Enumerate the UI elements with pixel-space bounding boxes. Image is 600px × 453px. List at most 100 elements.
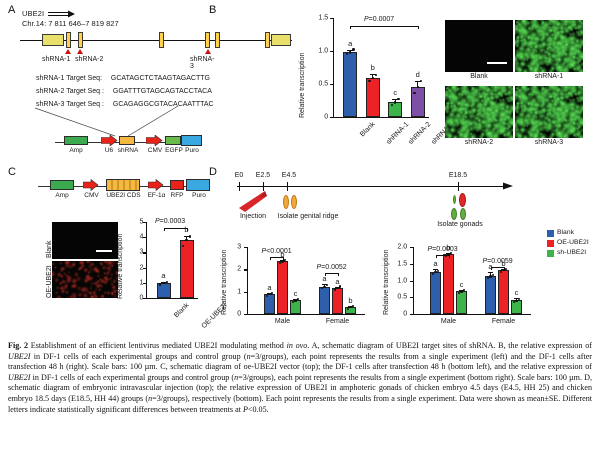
exon-1 <box>42 34 64 46</box>
oe-vector-element-puro <box>186 179 210 191</box>
data-point <box>463 289 466 292</box>
bar-male-blank <box>264 294 275 314</box>
panel-b: B Relative transcription 0 0.5 1.0 1.5 a Blan… <box>205 0 600 162</box>
data-point <box>326 284 329 287</box>
p-value-bracket <box>435 255 449 256</box>
panel-d: D E0 E2.5 E4.5 E18.5 Injection Isolate g… <box>205 162 600 337</box>
data-point <box>268 293 271 296</box>
shrna-2-marker-icon <box>77 49 83 54</box>
y-tick-label: 1 <box>237 288 242 296</box>
x-tick-label-blank: Blank <box>172 302 190 320</box>
micrograph-shrna-3 <box>515 86 583 138</box>
y-axis-title: Relative transcription <box>299 52 306 118</box>
data-point <box>502 269 505 272</box>
timeline-annotation-isolate-gonads: Isolate gonads <box>437 221 483 228</box>
vector-label-egfp: EGFP <box>165 147 183 154</box>
y-tick-label: 0 <box>403 310 408 318</box>
panel-c-letter: C <box>8 166 16 178</box>
vector-label-cmv: CMV <box>147 147 163 154</box>
y-axis-title: Relative transcription <box>221 249 228 315</box>
oe-micrograph-blank <box>52 222 118 259</box>
p-value-label: P=0.0007 <box>364 16 395 23</box>
y-axis <box>146 222 148 299</box>
y-tick-label: 1 <box>139 279 144 287</box>
error-cap <box>513 297 520 299</box>
data-point <box>518 298 521 301</box>
data-point <box>281 260 284 263</box>
y-axis <box>247 247 249 315</box>
y-axis <box>333 18 335 118</box>
bar-male-blank <box>430 271 441 314</box>
significance-letter: a <box>335 276 340 286</box>
significance-letter: c <box>514 287 519 297</box>
oe-vector-element-amp <box>50 180 74 190</box>
oe-scale-bar <box>96 250 112 252</box>
p-bracket-tick <box>324 273 326 276</box>
timeline-tick-e0 <box>239 182 241 191</box>
oe-vector-label-ube2i-cds: UBE2I CDS <box>106 192 141 199</box>
exon-7 <box>265 32 270 48</box>
timeline-tick-e25 <box>263 182 265 191</box>
y-tick-label: 3 <box>237 243 242 251</box>
y-tick <box>330 117 333 119</box>
group-label-male: Male <box>440 318 457 325</box>
p-value-bracket <box>350 26 418 27</box>
data-point <box>349 306 352 309</box>
data-point <box>188 235 191 238</box>
p-value-bracket <box>490 267 504 268</box>
shrna-3-sequence: shRNA-3 Target Seq : GCAGAGGCGTACACAATTT… <box>36 101 214 108</box>
data-point <box>182 244 185 248</box>
timeline-tick-e185 <box>458 182 460 191</box>
data-point <box>294 299 297 302</box>
exon-2 <box>66 32 71 48</box>
shrna-1-sequence: shRNA-1 Target Seq: GCATAGCTCTAAGTAGACTT… <box>36 75 210 82</box>
y-tick <box>143 222 146 224</box>
significance-letter: b <box>370 63 375 73</box>
panel-d-e185-chart: Relative transcription 0 0.5 1.0 1.5 2.0 a b c M… <box>383 243 531 325</box>
gene-locus-label: Chr.14: 7 811 646–7 819 827 <box>22 19 119 28</box>
error-cap <box>369 74 376 76</box>
data-point <box>371 76 374 80</box>
data-point <box>162 282 165 285</box>
significance-letter: a <box>433 259 438 269</box>
y-tick <box>330 84 333 86</box>
exon-3 <box>78 32 83 48</box>
y-tick-label: 1.5 <box>397 260 408 268</box>
data-point <box>185 239 188 242</box>
data-point <box>450 251 453 255</box>
error-cap <box>183 236 190 238</box>
shrna-2-seq-value: GGATTTGTAGCAGTACCTACA <box>112 88 212 95</box>
exon-8 <box>271 34 291 46</box>
micrograph-label-shrna-3: shRNA-3 <box>534 139 564 146</box>
data-point <box>345 53 349 56</box>
p-bracket-tick <box>490 267 492 270</box>
data-point <box>505 267 508 270</box>
data-point <box>499 270 502 273</box>
timeline-annotation-genital-ridge: Isolate genital ridge <box>277 213 339 220</box>
oe-micrograph-label-blank: Blank <box>46 240 53 258</box>
bar-female-oe-ube2i <box>332 287 343 314</box>
oe-micrograph-label-oe-ube2i: OE-UBE2I <box>46 265 53 298</box>
y-tick-label: 2 <box>237 265 242 273</box>
significance-letter: a <box>488 262 492 271</box>
y-tick <box>410 263 413 265</box>
oe-micrograph-oe-ube2i <box>52 261 118 298</box>
y-tick <box>330 51 333 53</box>
oe-vector-element-cmv <box>83 179 99 191</box>
figure-caption: Fig. 2 Establishment of an efficient len… <box>8 341 592 414</box>
timeline-label-e0: E0 <box>234 172 244 179</box>
x-axis <box>413 313 531 315</box>
significance-letter: b <box>501 258 506 268</box>
bar-female-blank <box>485 276 496 314</box>
x-tick-label-shrna-2: shRNA-2 <box>407 121 433 147</box>
data-point <box>265 294 268 298</box>
shrna-1-marker-icon <box>65 49 71 54</box>
data-point <box>492 273 495 277</box>
p-value-label: P=0.0003 <box>155 218 186 225</box>
timeline-annotation-injection: Injection <box>239 213 267 220</box>
data-point <box>434 271 437 274</box>
vector-element-cmv <box>146 135 163 146</box>
panel-b-letter: B <box>209 4 217 16</box>
data-point <box>349 51 352 54</box>
